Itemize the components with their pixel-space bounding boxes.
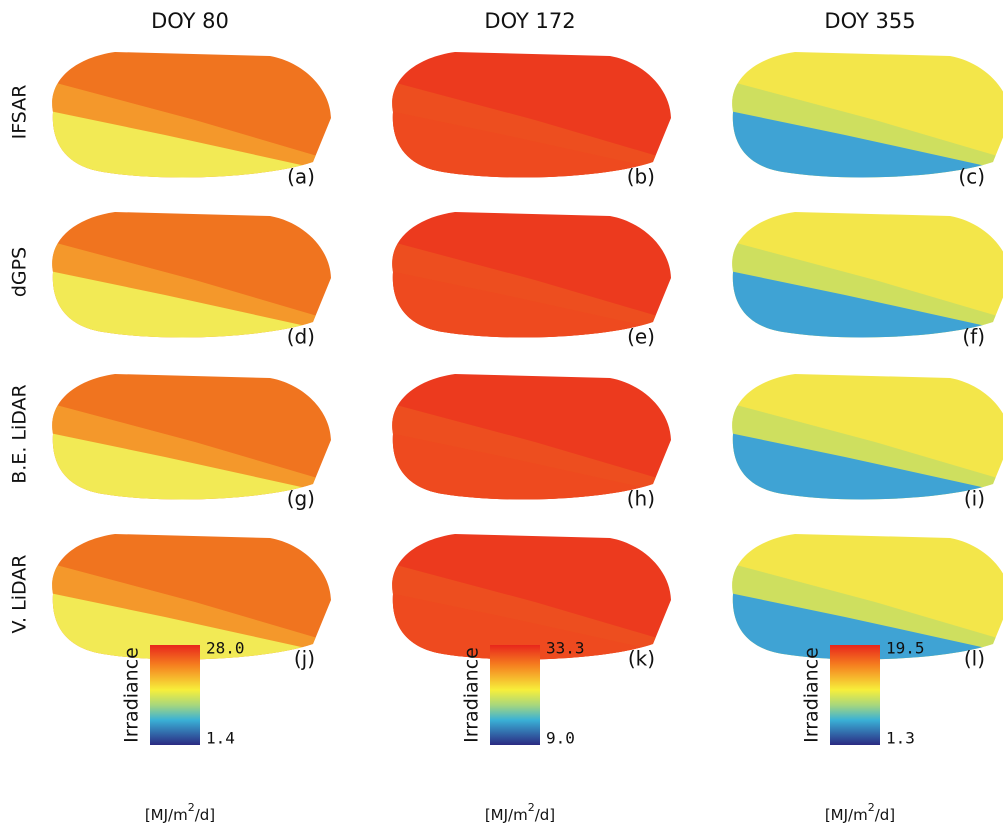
panel-label: (l) (964, 647, 985, 671)
colorbar (830, 645, 880, 745)
column-title: DOY 355 (824, 9, 915, 33)
colorbar-min: 1.4 (206, 729, 235, 748)
panel-label: (h) (627, 487, 655, 511)
colorbar-max: 33.3 (546, 639, 585, 658)
colorbar (150, 645, 200, 745)
colorbar-min: 1.3 (886, 729, 915, 748)
panel-label: (e) (627, 325, 655, 349)
colorbar-min: 9.0 (546, 729, 575, 748)
figure: IFSAR dGPS B.E. LiDAR V. LiDAR DOY 80 (a) (d) (… (0, 0, 1003, 830)
unit-sup: 2 (528, 801, 535, 814)
panel-label: (d) (287, 325, 315, 349)
panel-label: (f) (962, 325, 985, 349)
column-title: DOY 172 (484, 9, 575, 33)
panel-label: (j) (294, 647, 315, 671)
colorbar-label: Irradiance (801, 647, 823, 743)
colorbar-label: Irradiance (121, 647, 143, 743)
unit-sup: 2 (188, 801, 195, 814)
panel-label: (b) (627, 165, 655, 189)
colorbar (490, 645, 540, 745)
unit-part: [MJ/m (145, 806, 188, 824)
colorbar-unit: [MJ/m2/d] (145, 801, 215, 824)
panel-label: (g) (287, 487, 315, 511)
row-label: IFSAR (9, 85, 31, 140)
unit-part: /d] (875, 806, 895, 824)
colorbar-label: Irradiance (461, 647, 483, 743)
unit-part: /d] (535, 806, 555, 824)
unit-part: [MJ/m (485, 806, 528, 824)
colorbar-unit: [MJ/m2/d] (825, 801, 895, 824)
panel-label: (i) (964, 487, 985, 511)
panel-label: (k) (628, 647, 655, 671)
row-label: dGPS (9, 247, 31, 297)
panel-label: (a) (287, 165, 315, 189)
column-title: DOY 80 (151, 9, 229, 33)
row-label: V. LiDAR (9, 555, 31, 634)
panel-label: (c) (958, 165, 985, 189)
colorbar-max: 28.0 (206, 639, 245, 658)
unit-part: /d] (195, 806, 215, 824)
unit-part: [MJ/m (825, 806, 868, 824)
colorbar-unit: [MJ/m2/d] (485, 801, 555, 824)
map-panel (725, 374, 1003, 512)
colorbar-max: 19.5 (886, 639, 925, 658)
row-label: B.E. LiDAR (9, 384, 31, 484)
unit-sup: 2 (868, 801, 875, 814)
map-panel (725, 212, 1003, 350)
